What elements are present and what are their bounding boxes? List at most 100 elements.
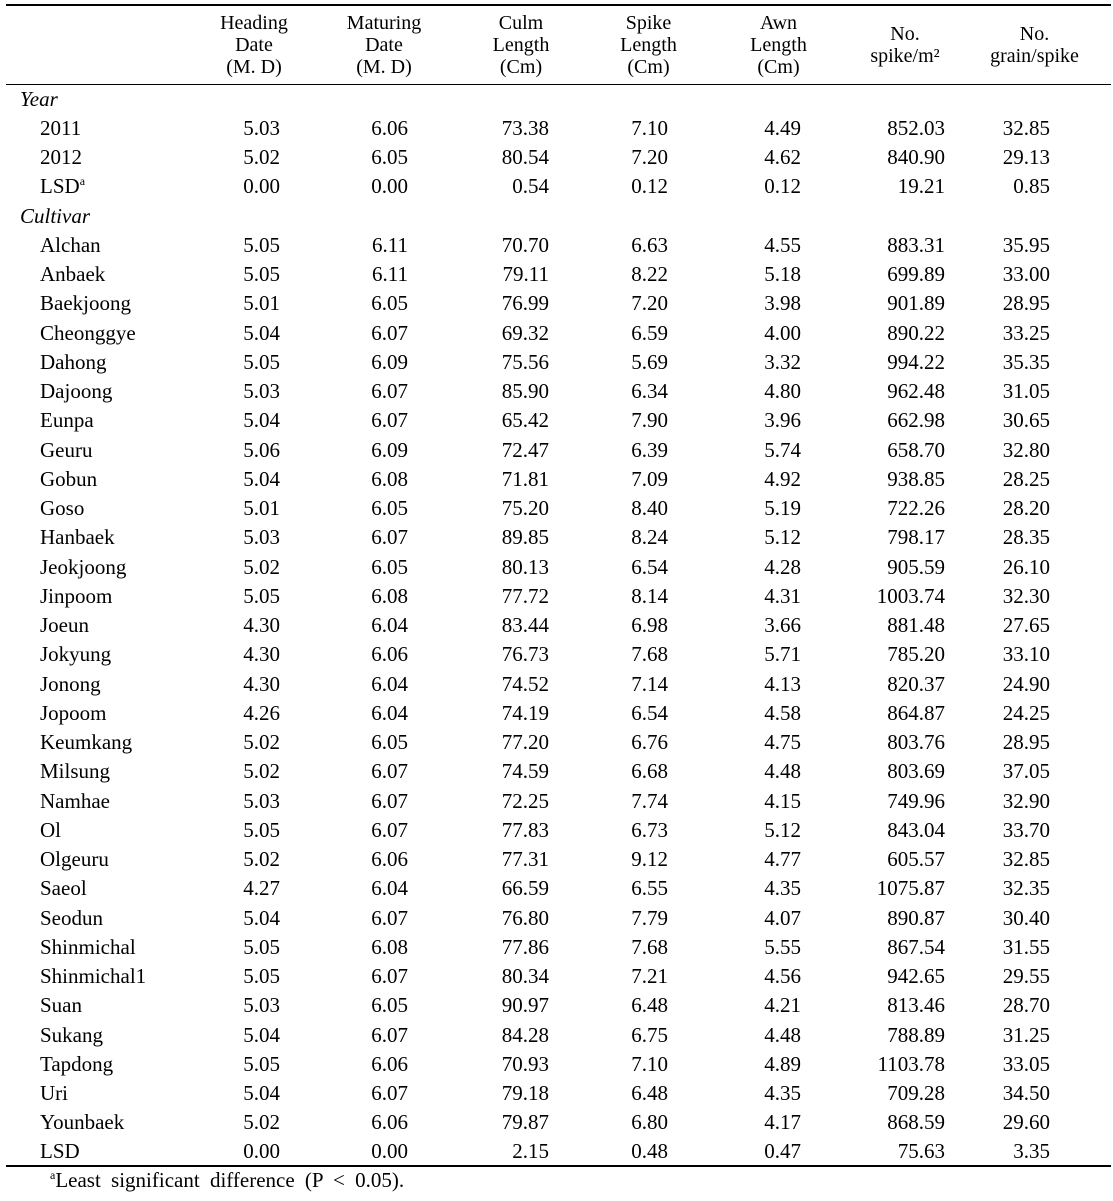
value-cell: 4.56 bbox=[764, 964, 801, 989]
value-cell: 32.90 bbox=[1002, 788, 1050, 813]
header-text: Spike bbox=[625, 11, 672, 34]
value-cell: 0.00 bbox=[371, 174, 408, 199]
value-cell: 788.89 bbox=[887, 1022, 945, 1047]
value-cell: 28.70 bbox=[1002, 993, 1050, 1018]
header-text: Date bbox=[235, 33, 273, 56]
value-cell: 5.69 bbox=[631, 349, 668, 374]
value-cell: 79.87 bbox=[501, 1110, 549, 1135]
value-cell: 803.76 bbox=[887, 730, 945, 755]
value-cell: 4.30 bbox=[243, 671, 280, 696]
value-cell: 35.95 bbox=[1002, 232, 1050, 257]
row-label-text: Geuru bbox=[40, 437, 93, 462]
value-cell: 843.04 bbox=[887, 817, 945, 842]
row-label-text: Saeol bbox=[40, 876, 87, 901]
value-cell: 658.70 bbox=[887, 437, 945, 462]
value-cell: 30.40 bbox=[1002, 905, 1050, 930]
value-cell: 7.90 bbox=[631, 408, 668, 433]
header-text: (Cm) bbox=[627, 55, 670, 78]
value-cell: 4.00 bbox=[764, 320, 801, 345]
row-label: 2012 bbox=[6, 143, 190, 172]
value-cell: 79.18 bbox=[501, 1081, 549, 1106]
row-label-text: Uri bbox=[40, 1081, 68, 1106]
data-row: Jopoom 4.26 6.04 74.19 6.54 4.58 864.87 24.25 bbox=[6, 698, 1111, 727]
data-row: 2012 5.02 6.05 80.54 7.20 4.62 840.90 29.13 bbox=[6, 143, 1111, 172]
value-cell: 1075.87 bbox=[876, 876, 945, 901]
value-cell: 3.35 bbox=[958, 1137, 1111, 1168]
value-cell: 4.75 bbox=[764, 730, 801, 755]
value-cell: 6.11 bbox=[372, 262, 408, 287]
header-cell: Awn Length (Cm) bbox=[705, 4, 852, 85]
value-cell: 6.63 bbox=[631, 232, 668, 257]
value-cell: 662.98 bbox=[887, 408, 945, 433]
row-label: Suan bbox=[6, 991, 190, 1020]
value-cell: 2.15 bbox=[450, 1137, 592, 1168]
value-cell: 4.58 bbox=[764, 700, 801, 725]
data-row: Olgeuru 5.02 6.06 77.31 9.12 4.77 605.57 32.85 bbox=[6, 845, 1111, 874]
value-cell: 6.48 bbox=[631, 993, 668, 1018]
footnote-text: Least significant difference (P < 0.05). bbox=[55, 1168, 405, 1192]
value-cell: 938.85 bbox=[887, 466, 945, 491]
data-row: Geuru 5.06 6.09 72.47 6.39 5.74 658.70 32.80 bbox=[6, 435, 1111, 464]
data-row: Seodun 5.04 6.07 76.80 7.79 4.07 890.87 30.40 bbox=[6, 903, 1111, 932]
value-cell: 699.89 bbox=[887, 262, 945, 287]
value-cell: 6.05 bbox=[371, 730, 408, 755]
value-cell: 29.13 bbox=[1002, 145, 1050, 170]
value-cell: 0.00 bbox=[318, 1137, 450, 1168]
value-cell: 27.65 bbox=[1002, 613, 1050, 638]
header-text: (M. D) bbox=[356, 55, 412, 78]
value-cell: 4.28 bbox=[764, 554, 801, 579]
value-cell: 6.04 bbox=[371, 876, 408, 901]
row-label-text: Anbaek bbox=[40, 262, 106, 287]
value-cell: 890.87 bbox=[887, 905, 945, 930]
value-cell: 4.49 bbox=[764, 115, 801, 140]
value-cell: 5.03 bbox=[243, 379, 280, 404]
row-label-text: Dahong bbox=[40, 349, 107, 374]
value-cell: 80.54 bbox=[501, 145, 549, 170]
value-cell: 6.06 bbox=[371, 1051, 408, 1076]
value-cell: 74.59 bbox=[501, 759, 549, 784]
value-cell: 71.81 bbox=[501, 466, 549, 491]
value-cell: 5.04 bbox=[243, 320, 280, 345]
data-row: Baekjoong 5.01 6.05 76.99 7.20 3.98 901.89 28.9… bbox=[6, 289, 1111, 318]
row-label: Saeol bbox=[6, 874, 190, 903]
value-cell: 7.68 bbox=[631, 934, 668, 959]
value-cell: 7.20 bbox=[631, 291, 668, 316]
value-cell: 5.74 bbox=[764, 437, 801, 462]
value-cell: 6.39 bbox=[631, 437, 668, 462]
row-label: Cheonggye bbox=[6, 318, 190, 347]
row-label: Ol bbox=[6, 815, 190, 844]
value-cell: 32.85 bbox=[1002, 847, 1050, 872]
value-cell: 867.54 bbox=[887, 934, 945, 959]
value-cell: 3.32 bbox=[764, 349, 801, 374]
row-label: Seodun bbox=[6, 903, 190, 932]
value-cell: 85.90 bbox=[501, 379, 549, 404]
value-cell: 6.76 bbox=[631, 730, 668, 755]
row-label-text: Baekjoong bbox=[40, 291, 131, 316]
value-cell: 813.46 bbox=[887, 993, 945, 1018]
value-cell: 4.15 bbox=[764, 788, 801, 813]
row-label-text: Jonong bbox=[40, 671, 101, 696]
row-label: Jeokjoong bbox=[6, 552, 190, 581]
value-cell: 5.05 bbox=[243, 262, 280, 287]
data-row: Cheonggye 5.04 6.07 69.32 6.59 4.00 890.22 33.2… bbox=[6, 318, 1111, 347]
row-label: Jopoom bbox=[6, 698, 190, 727]
value-cell: 30.65 bbox=[1002, 408, 1050, 433]
value-cell: 5.02 bbox=[243, 847, 280, 872]
row-label: Jokyung bbox=[6, 640, 190, 669]
row-label-text: Jeokjoong bbox=[40, 554, 127, 579]
value-cell: 6.80 bbox=[631, 1110, 668, 1135]
value-cell: 6.54 bbox=[631, 554, 668, 579]
value-cell: 6.06 bbox=[371, 847, 408, 872]
value-cell: 6.07 bbox=[371, 905, 408, 930]
data-row: Joeun 4.30 6.04 83.44 6.98 3.66 881.48 27.65 bbox=[6, 611, 1111, 640]
value-cell: 7.68 bbox=[631, 642, 668, 667]
value-cell: 4.77 bbox=[764, 847, 801, 872]
value-cell: 883.31 bbox=[887, 232, 945, 257]
value-cell: 4.35 bbox=[764, 876, 801, 901]
value-cell: 5.12 bbox=[764, 817, 801, 842]
value-cell: 6.11 bbox=[372, 232, 408, 257]
value-cell: 74.52 bbox=[501, 671, 549, 696]
value-cell: 5.19 bbox=[764, 496, 801, 521]
value-cell: 722.26 bbox=[887, 496, 945, 521]
value-cell: 5.04 bbox=[243, 466, 280, 491]
